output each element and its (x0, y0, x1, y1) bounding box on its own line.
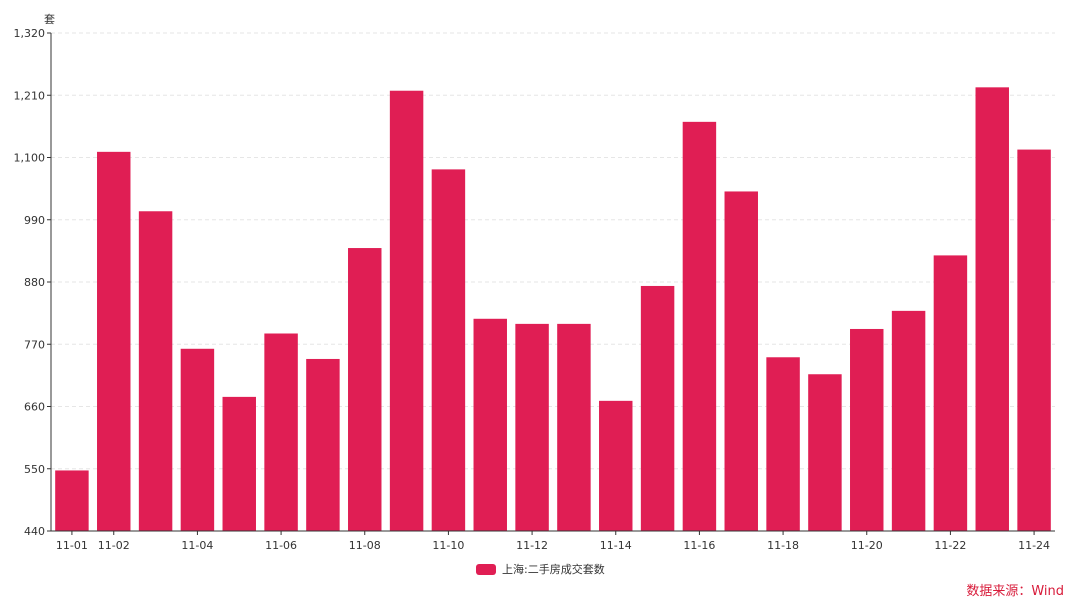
bar-11-04[interactable] (180, 348, 215, 531)
x-tick-label: 11-14 (600, 539, 632, 552)
bar-11-09[interactable] (389, 90, 424, 532)
y-tick-label: 550 (24, 463, 45, 476)
bar-11-16[interactable] (682, 121, 717, 532)
bar-11-23[interactable] (975, 87, 1009, 531)
bar-11-03[interactable] (138, 211, 173, 532)
x-tick-label: 11-04 (181, 539, 213, 552)
y-tick-label: 1,100 (14, 152, 46, 165)
y-tick-label: 1,210 (14, 89, 46, 102)
y-tick-labels: 440 550 660 770 880 990 1,100 1,210 1,320 (14, 27, 51, 538)
bar-11-19[interactable] (808, 374, 842, 531)
y-tick-label: 990 (24, 214, 45, 227)
bar-11-05[interactable] (222, 396, 256, 531)
x-tick-label: 11-10 (432, 539, 464, 552)
bar-11-24[interactable] (1017, 149, 1051, 531)
x-tick-label: 11-02 (98, 539, 130, 552)
y-axis-unit-label: 套 (44, 13, 55, 26)
bar-11-10[interactable] (431, 169, 466, 531)
y-tick-label: 880 (24, 276, 45, 289)
x-tick-label: 11-08 (349, 539, 381, 552)
bar-11-11[interactable] (473, 318, 507, 531)
bar-11-07[interactable] (306, 358, 340, 531)
bar-11-02[interactable] (97, 151, 131, 531)
bar-11-01[interactable] (55, 470, 89, 531)
bar-11-21[interactable] (891, 310, 926, 531)
x-tick-label: 11-16 (683, 539, 715, 552)
x-tick-label: 11-06 (265, 539, 297, 552)
bar-11-14[interactable] (599, 400, 633, 531)
y-tick-label: 770 (24, 338, 45, 351)
x-tick-label: 11-18 (767, 539, 799, 552)
y-tick-label: 440 (24, 525, 45, 538)
bars (55, 87, 1051, 532)
x-tick-label: 11-20 (851, 539, 883, 552)
legend[interactable]: 上海:二手房成交套数 (476, 561, 605, 577)
bar-11-17[interactable] (724, 191, 758, 532)
x-tick-labels: 11-01 11-02 11-04 11-06 11-08 11-10 11-12 11-14… (56, 531, 1050, 552)
bar-11-15[interactable] (640, 285, 675, 531)
bar-11-08[interactable] (348, 248, 382, 531)
legend-swatch (476, 563, 496, 575)
x-tick-label: 11-22 (934, 539, 966, 552)
x-tick-label: 11-24 (1018, 539, 1050, 552)
bar-11-20[interactable] (850, 328, 884, 531)
bar-11-06[interactable] (264, 333, 298, 531)
legend-label: 上海:二手房成交套数 (502, 563, 605, 576)
x-tick-label: 11-12 (516, 539, 548, 552)
grid-lines (51, 32, 1055, 470)
bar-11-22[interactable] (933, 255, 968, 531)
x-tick-label: 11-01 (56, 539, 88, 552)
bar-11-18[interactable] (766, 357, 800, 531)
bar-11-13[interactable] (557, 323, 591, 531)
y-tick-label: 660 (24, 401, 45, 414)
y-tick-label: 1,320 (14, 27, 46, 40)
source-note: 数据来源：Wind (966, 584, 1064, 599)
bar-11-12[interactable] (515, 323, 549, 531)
